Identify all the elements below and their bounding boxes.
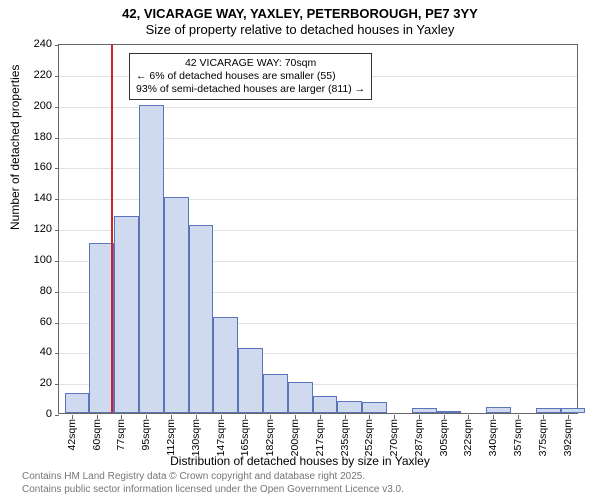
ytick-label: 20 — [12, 377, 52, 389]
xtick-label: 182sqm — [264, 419, 276, 456]
annotation-line: 42 VICARAGE WAY: 70sqm — [136, 57, 365, 70]
xtick-label: 217sqm — [314, 419, 326, 456]
ytick-mark — [55, 230, 59, 231]
gridline — [59, 168, 577, 169]
reference-line — [111, 45, 113, 413]
xtick-label: 357sqm — [512, 419, 524, 456]
histogram-bar — [288, 382, 313, 413]
xtick-label: 322sqm — [462, 419, 474, 456]
footer-attribution: Contains HM Land Registry data © Crown c… — [22, 471, 404, 496]
ytick-label: 80 — [12, 285, 52, 297]
plot-area: 42sqm60sqm77sqm95sqm112sqm130sqm147sqm16… — [58, 44, 578, 414]
histogram-bar — [362, 402, 387, 413]
ytick-label: 100 — [12, 254, 52, 266]
ytick-label: 240 — [12, 38, 52, 50]
histogram-bar — [313, 396, 338, 413]
histogram-bar — [486, 407, 511, 413]
xtick-label: 95sqm — [140, 419, 152, 451]
ytick-mark — [55, 168, 59, 169]
xtick-label: 235sqm — [339, 419, 351, 456]
histogram-bar — [337, 401, 362, 413]
histogram-bar — [65, 393, 90, 413]
histogram-bar — [213, 317, 238, 413]
ytick-mark — [55, 353, 59, 354]
xtick-label: 270sqm — [388, 419, 400, 456]
xtick-label: 305sqm — [438, 419, 450, 456]
ytick-label: 120 — [12, 223, 52, 235]
x-axis-label: Distribution of detached houses by size … — [0, 454, 600, 468]
gridline — [59, 199, 577, 200]
footer-line1: Contains HM Land Registry data © Crown c… — [22, 471, 404, 484]
ytick-label: 180 — [12, 131, 52, 143]
ytick-mark — [55, 107, 59, 108]
ytick-mark — [55, 415, 59, 416]
chart-title-block: 42, VICARAGE WAY, YAXLEY, PETERBOROUGH, … — [0, 0, 600, 39]
histogram-bar — [114, 216, 139, 413]
gridline — [59, 138, 577, 139]
histogram-bar — [139, 105, 164, 413]
ytick-mark — [55, 261, 59, 262]
ytick-mark — [55, 384, 59, 385]
ytick-mark — [55, 292, 59, 293]
histogram-bar — [536, 408, 561, 413]
histogram-bar — [238, 348, 263, 413]
ytick-label: 160 — [12, 161, 52, 173]
ytick-label: 200 — [12, 100, 52, 112]
ytick-mark — [55, 323, 59, 324]
title-line2: Size of property relative to detached ho… — [0, 22, 600, 38]
xtick-label: 340sqm — [487, 419, 499, 456]
footer-line2: Contains public sector information licen… — [22, 484, 404, 497]
annotation-line: ← 6% of detached houses are smaller (55) — [136, 70, 365, 83]
ytick-label: 140 — [12, 192, 52, 204]
xtick-label: 147sqm — [215, 419, 227, 456]
xtick-label: 375sqm — [537, 419, 549, 456]
histogram-bar — [263, 374, 288, 413]
ytick-label: 40 — [12, 346, 52, 358]
ytick-label: 60 — [12, 316, 52, 328]
xtick-label: 200sqm — [289, 419, 301, 456]
histogram-bar — [437, 411, 462, 413]
xtick-label: 60sqm — [91, 419, 103, 451]
histogram-bar — [412, 408, 437, 413]
ytick-mark — [55, 76, 59, 77]
histogram-bar — [189, 225, 214, 413]
y-axis-label: Number of detached properties — [8, 65, 22, 230]
ytick-mark — [55, 199, 59, 200]
gridline — [59, 107, 577, 108]
chart-area: 42sqm60sqm77sqm95sqm112sqm130sqm147sqm16… — [58, 44, 578, 414]
ytick-mark — [55, 45, 59, 46]
histogram-bar — [164, 197, 189, 413]
annotation-box: 42 VICARAGE WAY: 70sqm← 6% of detached h… — [129, 53, 372, 100]
xtick-label: 77sqm — [115, 419, 127, 451]
histogram-bar — [561, 408, 586, 413]
xtick-label: 252sqm — [363, 419, 375, 456]
xtick-label: 112sqm — [165, 419, 177, 456]
ytick-label: 0 — [12, 408, 52, 420]
ytick-mark — [55, 138, 59, 139]
xtick-label: 392sqm — [562, 419, 574, 456]
xtick-label: 165sqm — [239, 419, 251, 456]
xtick-label: 42sqm — [66, 419, 78, 451]
title-line1: 42, VICARAGE WAY, YAXLEY, PETERBOROUGH, … — [0, 6, 600, 22]
annotation-line: 93% of semi-detached houses are larger (… — [136, 83, 365, 96]
xtick-label: 287sqm — [413, 419, 425, 456]
xtick-label: 130sqm — [190, 419, 202, 456]
ytick-label: 220 — [12, 69, 52, 81]
